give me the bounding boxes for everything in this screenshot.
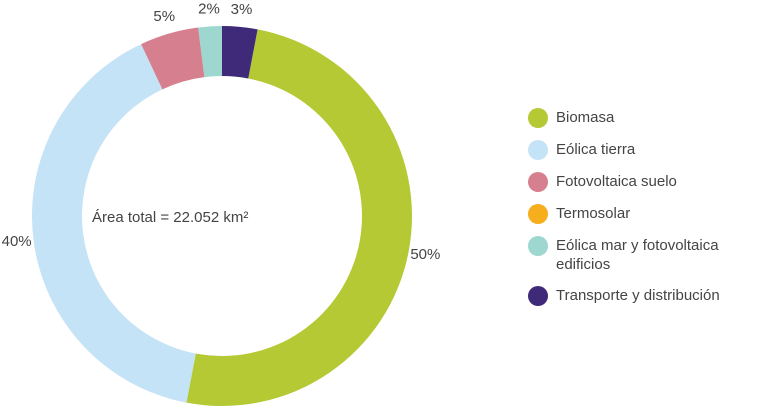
slice xyxy=(186,29,412,407)
legend-label: Transporte y distribución xyxy=(556,287,720,304)
legend-label: Eólica tierra xyxy=(556,141,636,158)
legend-item: Transporte y distribución xyxy=(528,286,758,306)
legend-item: Biomasa xyxy=(528,108,758,128)
legend-item: Eólica tierra xyxy=(528,140,758,160)
value-label: 3% xyxy=(231,1,253,18)
value-label: 50% xyxy=(410,246,440,263)
legend-swatch xyxy=(528,140,548,160)
legend-swatch xyxy=(528,204,548,224)
slice xyxy=(222,26,258,79)
legend-item: Eólica mar y fotovoltaica edificios xyxy=(528,236,758,274)
legend-swatch xyxy=(528,236,548,256)
legend-swatch xyxy=(528,172,548,192)
value-label: 40% xyxy=(2,233,32,250)
slice xyxy=(198,26,222,78)
value-label: 2% xyxy=(198,0,220,17)
legend-item: Fotovoltaica suelo xyxy=(528,172,758,192)
slice xyxy=(141,27,205,90)
legend-label: Termosolar xyxy=(556,205,631,222)
chart: Área total = 22.052 km² 50% 40% 5% 2% 3% xyxy=(2,0,440,407)
legend-label: Fotovoltaica suelo xyxy=(556,173,677,190)
value-label: 5% xyxy=(153,8,175,25)
center-label: Área total = 22.052 km² xyxy=(92,209,248,226)
legend: Biomasa Eólica tierra Fotovoltaica suelo Te… xyxy=(528,108,758,318)
slice xyxy=(31,44,196,403)
legend-label: Eólica mar y fotovoltaica edificios xyxy=(556,237,719,273)
legend-item: Termosolar xyxy=(528,204,758,224)
legend-swatch xyxy=(528,108,548,128)
legend-swatch xyxy=(528,286,548,306)
legend-label: Biomasa xyxy=(556,109,615,126)
